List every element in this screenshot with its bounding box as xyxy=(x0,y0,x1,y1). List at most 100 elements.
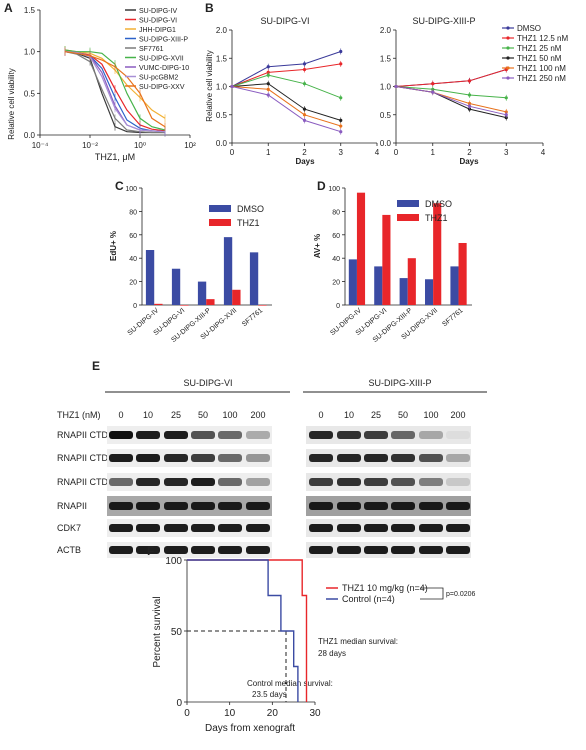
panel-e-band xyxy=(391,546,415,554)
panel-b-ytick-label: 2.0 xyxy=(380,26,392,35)
panel-e-row-label: RNAPII CTD pSer2 xyxy=(57,430,135,440)
panel-e-band xyxy=(136,431,160,439)
panel-e-band xyxy=(136,454,160,462)
panel-c-letter: C xyxy=(115,179,124,193)
panel-b-series-line xyxy=(395,86,507,119)
panel-b-ylabel: Relative cell viability xyxy=(205,50,214,122)
panel-a-legend-label: SU-DIPG-XXV xyxy=(139,84,185,91)
panel-e-band xyxy=(246,478,270,486)
panel-e-band xyxy=(309,546,333,554)
panel-c-legend-swatch xyxy=(209,219,231,226)
panel-b-xtick-label: 1 xyxy=(431,148,436,157)
panel-e-right-title: SU-DIPG-XIII-P xyxy=(368,378,431,388)
panel-e-band xyxy=(109,502,133,510)
panel-b-legend-label: THZ1 50 nM xyxy=(517,54,562,63)
panel-e-band xyxy=(446,524,470,532)
panel-e-band xyxy=(337,502,361,510)
panel-e-blot-strip-right xyxy=(306,496,471,516)
panel-e-row-label: RNAPII CTD pSer5 xyxy=(57,453,135,463)
panel-b-ytick-label: 1.0 xyxy=(216,83,228,92)
panel-b-legend-marker xyxy=(506,46,510,50)
panel-b-xtick-label: 2 xyxy=(467,148,472,157)
panel-a-ytick-label: 0.0 xyxy=(24,131,36,140)
panel-f-control-note-1: Control median survival: xyxy=(247,679,333,688)
panel-d-bar xyxy=(382,214,391,305)
panel-e-band xyxy=(337,524,361,532)
panel-e-band xyxy=(309,524,333,532)
panel-a-xtick-label: 10² xyxy=(184,141,196,150)
panel-c-bar xyxy=(180,305,189,306)
panel-b-legend-label: THZ1 100 nM xyxy=(517,64,566,73)
panel-f-survival-curve xyxy=(187,559,299,702)
panel-e-band xyxy=(337,546,361,554)
panel-c-bar xyxy=(145,250,155,305)
panel-e-band xyxy=(391,478,415,486)
panel-b-legend-label: THZ1 250 nM xyxy=(517,74,566,83)
panel-e-band xyxy=(191,431,215,439)
panel-d-bar xyxy=(399,278,408,305)
panel-e-dose-left: 50 xyxy=(198,410,208,420)
panel-e-band xyxy=(419,524,443,532)
panel-e-dose-left: 0 xyxy=(118,410,123,420)
panel-e-blot-strip-left xyxy=(107,519,272,537)
panel-d-ytick-label: 20 xyxy=(332,280,340,287)
panel-f-xtick-label: 0 xyxy=(184,708,190,719)
panel-e-band xyxy=(364,524,388,532)
panel-e-dose-right: 25 xyxy=(371,410,381,420)
panel-f-control-note-2: 23.5 days xyxy=(252,690,287,699)
panel-a-legend-label: SF7761 xyxy=(139,46,164,53)
panel-c-ytick-label: 80 xyxy=(129,209,137,216)
panel-e-band xyxy=(391,524,415,532)
panel-f-pvalue-bracket xyxy=(420,587,444,600)
panel-b-legend-marker xyxy=(506,76,510,80)
panel-e-band xyxy=(309,478,333,486)
panel-b-legend-marker xyxy=(506,66,510,70)
panel-e-band xyxy=(419,546,443,554)
panel-e-band xyxy=(309,454,333,462)
panel-e-band xyxy=(164,502,188,510)
panel-e-band xyxy=(364,454,388,462)
panel-d-ytick-label: 80 xyxy=(332,209,340,216)
panel-e-band xyxy=(218,454,242,462)
panel-e-band xyxy=(218,546,242,554)
panel-b-left-title: SU-DIPG-VI xyxy=(260,16,309,26)
panel-b-series-line xyxy=(231,63,341,87)
panel-e-band xyxy=(446,454,470,462)
panel-e-band xyxy=(109,478,133,486)
panel-c-bar xyxy=(223,237,233,305)
panel-b-series-line xyxy=(395,69,507,87)
panel-e-band xyxy=(246,524,270,532)
panel-e-blot-strip-right xyxy=(306,449,471,467)
panel-e-band xyxy=(364,431,388,439)
panel-e-dose-right: 100 xyxy=(423,410,438,420)
panel-b-legend-label: THZ1 12.5 nM xyxy=(517,34,568,43)
panel-d-legend-label: THZ1 xyxy=(425,213,448,223)
panel-a-xtick-label: 10⁻⁴ xyxy=(32,141,49,150)
panel-e-band xyxy=(191,502,215,510)
panel-d-ytick-label: 0 xyxy=(336,303,340,310)
panel-e-blot-strip-right xyxy=(306,473,471,491)
panel-e-row-label: ACTB xyxy=(57,545,81,555)
panel-b-series-line xyxy=(395,86,507,116)
panel-e-dose-right: 0 xyxy=(318,410,323,420)
panel-e-row-label: RNAPII CTD pSer7 xyxy=(57,477,135,487)
panel-d-legend-swatch xyxy=(397,200,419,207)
panel-c-ytick-label: 0 xyxy=(133,303,137,310)
panel-c-bar xyxy=(232,289,241,305)
panel-b-legend-marker xyxy=(506,56,510,60)
panel-e-band xyxy=(136,524,160,532)
panel-d-bar xyxy=(356,192,366,305)
panel-e-band xyxy=(246,431,270,439)
panel-d-legend-label: DMSO xyxy=(425,199,452,209)
panel-e-band xyxy=(246,454,270,462)
panel-a-legend-label: SU-DIPG-XIII-P xyxy=(139,37,188,44)
panel-c-legend-label: DMSO xyxy=(237,204,264,214)
panel-e-band xyxy=(246,502,270,510)
panel-e-band xyxy=(164,454,188,462)
panel-e-band xyxy=(446,546,470,554)
panel-b-ytick-label: 0.0 xyxy=(216,139,228,148)
panel-e-band xyxy=(164,524,188,532)
panel-f-xtick-label: 10 xyxy=(224,708,236,719)
panel-c-ytick-label: 40 xyxy=(129,256,137,263)
panel-e-band xyxy=(164,546,188,554)
